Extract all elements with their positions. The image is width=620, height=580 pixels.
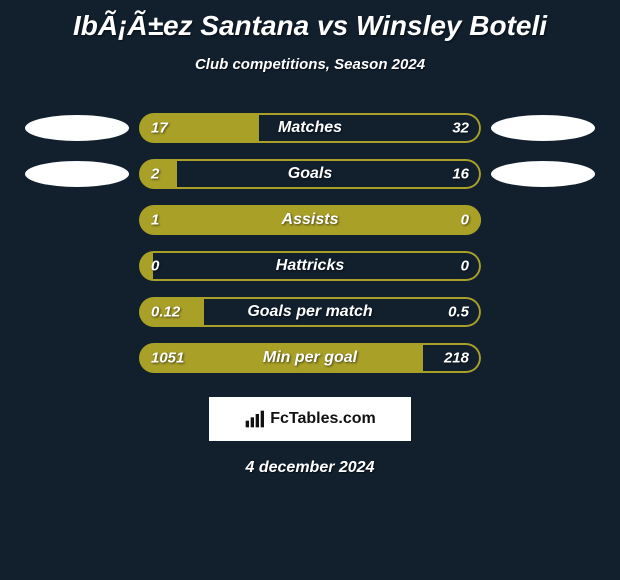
- stat-value-right: 0.5: [448, 304, 469, 321]
- player-oval-left: [25, 161, 129, 187]
- stat-bar: 17 32 Matches: [139, 113, 481, 143]
- stat-row: 1 0 Assists: [0, 205, 620, 235]
- stat-row: 1051 218 Min per goal: [0, 343, 620, 373]
- stat-value-left: 1: [151, 212, 159, 229]
- stat-value-right: 218: [444, 350, 469, 367]
- stat-label: Hattricks: [276, 257, 344, 275]
- stat-value-left: 17: [151, 120, 168, 137]
- stat-label: Min per goal: [263, 349, 357, 367]
- stat-row: 2 16 Goals: [0, 159, 620, 189]
- stat-label: Assists: [282, 211, 339, 229]
- stat-bar: 0.12 0.5 Goals per match: [139, 297, 481, 327]
- stat-label: Goals: [288, 165, 332, 183]
- player-oval-right: [491, 161, 595, 187]
- bar-segment-right: [479, 205, 481, 235]
- date-text: 4 december 2024: [246, 459, 375, 477]
- stat-row: 0.12 0.5 Goals per match: [0, 297, 620, 327]
- player-oval-left: [25, 115, 129, 141]
- bars-icon: [244, 409, 264, 429]
- stat-value-left: 2: [151, 166, 159, 183]
- stat-row: 17 32 Matches: [0, 113, 620, 143]
- stat-value-left: 0.12: [151, 304, 180, 321]
- subtitle: Club competitions, Season 2024: [195, 56, 425, 73]
- stat-row: 0 0 Hattricks: [0, 251, 620, 281]
- stat-label: Matches: [278, 119, 342, 137]
- stat-value-left: 1051: [151, 350, 184, 367]
- page-title: IbÃ¡Ã±ez Santana vs Winsley Boteli: [73, 10, 547, 42]
- stat-bar: 1051 218 Min per goal: [139, 343, 481, 373]
- stat-value-right: 16: [452, 166, 469, 183]
- stat-value-left: 0: [151, 258, 159, 275]
- brand-text: FcTables.com: [270, 410, 376, 428]
- stats-rows: 1732Matches216Goals10Assists00Hattricks0…: [0, 113, 620, 373]
- stat-value-right: 0: [461, 212, 469, 229]
- stat-label: Goals per match: [247, 303, 372, 321]
- stat-value-right: 32: [452, 120, 469, 137]
- player-oval-right: [491, 115, 595, 141]
- stat-bar: 1 0 Assists: [139, 205, 481, 235]
- stat-bar: 0 0 Hattricks: [139, 251, 481, 281]
- brand-badge[interactable]: FcTables.com: [209, 397, 411, 441]
- stat-value-right: 0: [461, 258, 469, 275]
- stat-bar: 2 16 Goals: [139, 159, 481, 189]
